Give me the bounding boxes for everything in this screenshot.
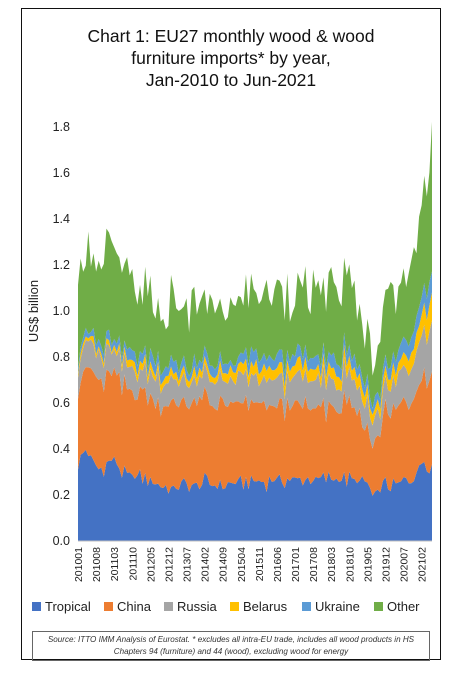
y-tick-label: 1.8 bbox=[53, 120, 70, 134]
series-area-other bbox=[78, 121, 432, 409]
x-tick-label: 201701 bbox=[290, 547, 302, 582]
x-tick-label: 202102 bbox=[417, 547, 429, 582]
x-tick-label: 201912 bbox=[381, 547, 393, 582]
series-area-tropical bbox=[78, 449, 432, 541]
legend-label-ukraine: Ukraine bbox=[315, 599, 360, 614]
chart-title-line-1: Chart 1: EU27 monthly wood & wood bbox=[87, 26, 375, 46]
legend-swatch-other bbox=[374, 602, 383, 611]
x-tick-label: 201212 bbox=[163, 547, 175, 582]
x-tick-label: 201511 bbox=[254, 547, 266, 581]
x-tick-label: 201803 bbox=[326, 547, 338, 582]
x-tick-label: 201205 bbox=[145, 547, 157, 582]
chart-title: Chart 1: EU27 monthly wood & wood furnit… bbox=[22, 25, 440, 91]
x-tick-label: 201409 bbox=[218, 547, 230, 582]
y-tick-label: 0.0 bbox=[53, 534, 70, 548]
x-tick-label: 201402 bbox=[200, 547, 212, 582]
legend-swatch-russia bbox=[164, 602, 173, 611]
x-tick-label: 201905 bbox=[362, 547, 374, 582]
x-tick-label: 201008 bbox=[91, 547, 103, 582]
y-axis-label: US$ billion bbox=[26, 280, 41, 342]
x-tick-label: 202007 bbox=[399, 547, 411, 582]
x-tick-label: 201708 bbox=[308, 547, 320, 582]
source-note: Source: ITTO IMM Analysis of Eurostat. *… bbox=[32, 631, 430, 661]
chart-plot: 0.0 0.2 0.4 0.6 0.8 1.0 1.2 1.4 1.6 1.8 US$ billio… bbox=[26, 120, 432, 614]
y-tick-label: 0.4 bbox=[53, 442, 70, 456]
x-tick-label: 201103 bbox=[109, 547, 121, 581]
series-area-russia bbox=[78, 320, 432, 449]
legend-label-tropical: Tropical bbox=[45, 599, 91, 614]
legend-label-other: Other bbox=[387, 599, 420, 614]
legend-label-belarus: Belarus bbox=[243, 599, 288, 614]
legend-label-china: China bbox=[117, 599, 152, 614]
legend-swatch-belarus bbox=[230, 602, 239, 611]
y-tick-label: 0.2 bbox=[53, 488, 70, 502]
x-tick-label: 201001 bbox=[73, 547, 85, 582]
legend-label-russia: Russia bbox=[177, 599, 218, 614]
x-tick-label: 201606 bbox=[272, 547, 284, 582]
legend-swatch-china bbox=[104, 602, 113, 611]
y-tick-label: 1.6 bbox=[53, 166, 70, 180]
y-tick-label: 1.0 bbox=[53, 304, 70, 318]
y-tick-label: 0.8 bbox=[53, 350, 70, 364]
legend-swatch-ukraine bbox=[302, 602, 311, 611]
x-tick-label: 201810 bbox=[344, 547, 356, 582]
x-tick-label: 201307 bbox=[182, 547, 194, 582]
chart-title-line-3: Jan-2010 to Jun-2021 bbox=[145, 70, 317, 90]
series-area-china bbox=[78, 367, 432, 496]
chart-title-line-2: furniture imports* by year, bbox=[131, 48, 331, 68]
y-tick-label: 1.2 bbox=[53, 258, 70, 272]
x-tick-label: 201504 bbox=[236, 547, 248, 582]
x-tick-label: 201110 bbox=[127, 547, 139, 581]
legend-swatch-tropical bbox=[32, 602, 41, 611]
chart-frame: Chart 1: EU27 monthly wood & wood furnit… bbox=[21, 8, 441, 661]
y-tick-label: 1.4 bbox=[53, 212, 70, 226]
y-tick-label: 0.6 bbox=[53, 396, 70, 410]
